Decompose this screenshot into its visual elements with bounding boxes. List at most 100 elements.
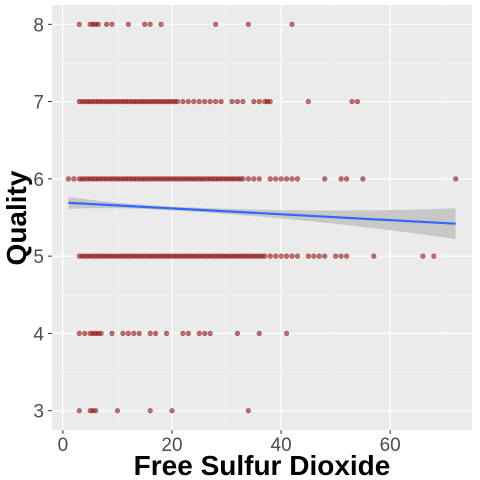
grid-lines	[52, 5, 472, 430]
data-point	[114, 408, 121, 414]
data-point	[289, 176, 295, 182]
y-tick-label: 8	[33, 15, 44, 36]
data-points	[65, 21, 459, 414]
data-point	[431, 253, 437, 259]
data-point	[322, 253, 328, 259]
data-point	[251, 98, 257, 105]
x-tick-label: 60	[380, 435, 401, 456]
data-point	[316, 253, 322, 259]
data-point	[311, 253, 317, 259]
data-point	[169, 408, 175, 414]
data-point	[185, 330, 191, 337]
data-point	[245, 408, 251, 414]
data-point	[196, 330, 202, 337]
x-tick-label: 40	[271, 435, 292, 456]
data-point	[240, 176, 246, 182]
data-point	[305, 253, 311, 259]
x-axis-title: Free Sulfur Dioxide	[134, 450, 391, 480]
y-tick-label: 6	[33, 170, 44, 191]
data-point	[95, 21, 101, 27]
data-point	[234, 98, 241, 105]
data-point	[294, 176, 301, 182]
data-point	[180, 98, 186, 105]
data-point	[147, 21, 153, 27]
data-point	[294, 253, 301, 259]
data-point	[245, 176, 251, 182]
data-point	[76, 408, 82, 414]
data-point	[125, 21, 131, 27]
data-point	[71, 176, 77, 182]
data-point	[142, 21, 148, 27]
data-point	[207, 98, 213, 105]
data-point	[125, 330, 131, 337]
data-point	[93, 408, 99, 414]
trend-line-group	[68, 201, 456, 225]
data-point	[202, 330, 208, 337]
data-point	[76, 21, 82, 27]
data-point	[322, 176, 328, 182]
data-point	[371, 253, 377, 259]
data-point	[109, 21, 115, 27]
data-point	[333, 253, 339, 259]
data-point	[283, 330, 290, 337]
data-point	[103, 21, 110, 27]
y-tick-label: 3	[33, 402, 44, 423]
data-point	[163, 330, 170, 337]
data-point	[76, 330, 82, 337]
data-point	[191, 98, 197, 105]
data-point	[185, 98, 191, 105]
data-point	[153, 330, 159, 337]
data-point	[273, 176, 279, 182]
data-point	[256, 98, 262, 105]
data-point	[240, 98, 246, 105]
data-point	[251, 176, 257, 182]
data-point	[256, 330, 262, 337]
data-point	[338, 253, 344, 259]
data-point	[180, 330, 186, 337]
data-point	[256, 176, 262, 182]
x-tick-label: 0	[58, 435, 69, 456]
data-point	[289, 21, 295, 27]
y-tick-label: 5	[33, 247, 44, 268]
data-point	[245, 21, 251, 27]
data-point	[98, 330, 104, 337]
y-tick-label: 4	[33, 324, 44, 345]
data-point	[343, 253, 350, 259]
data-point	[174, 98, 181, 105]
data-point	[147, 408, 153, 414]
data-point	[267, 98, 273, 105]
data-point	[147, 330, 153, 337]
axis-ticks: 0 20 40 60 3 4 5 6 7 8	[33, 15, 400, 456]
data-point	[289, 253, 295, 259]
data-point	[65, 176, 71, 182]
data-point	[267, 253, 273, 259]
data-point	[218, 98, 224, 105]
data-point	[136, 330, 142, 337]
data-point	[202, 98, 208, 105]
data-point	[131, 330, 137, 337]
data-point	[229, 98, 235, 105]
data-point	[262, 253, 268, 259]
data-point	[213, 21, 219, 27]
trend-line	[68, 201, 456, 225]
data-point	[453, 176, 459, 182]
data-point	[283, 253, 290, 259]
data-point	[196, 98, 202, 105]
data-point	[278, 176, 284, 182]
data-point	[213, 98, 219, 105]
data-point	[109, 330, 115, 337]
data-point	[354, 98, 361, 105]
data-point	[360, 176, 366, 182]
data-point	[343, 176, 350, 182]
data-point	[349, 98, 355, 105]
data-point	[234, 330, 241, 337]
data-point	[158, 21, 164, 27]
y-axis-title: Quality	[1, 170, 32, 265]
data-point	[278, 253, 284, 259]
data-point	[82, 330, 88, 337]
data-point	[420, 253, 426, 259]
data-point	[305, 98, 311, 105]
y-tick-label: 7	[33, 93, 44, 114]
x-tick-label: 20	[161, 435, 182, 456]
